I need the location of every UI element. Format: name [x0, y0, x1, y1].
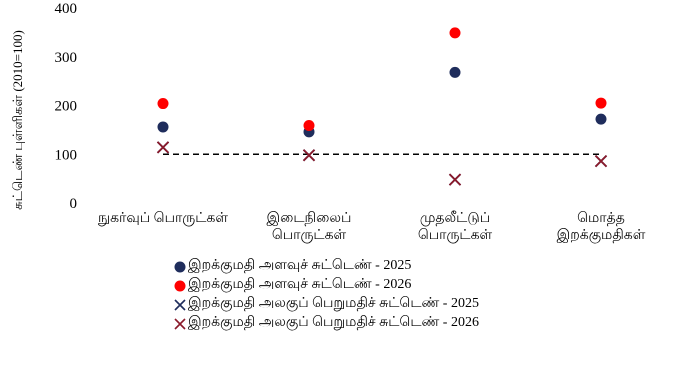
data-point-circle	[157, 121, 169, 133]
legend-label: இறக்குமதி அளவுச் சுட்டெண் - 2025	[188, 258, 412, 273]
legend-label: இறக்குமதி அலகுப் பெறுமதிச் சுட்டெண் - 20…	[188, 296, 479, 311]
legend-item: இறக்குமதி அலகுப் பெறுமதிச் சுட்டெண் - 20…	[173, 294, 479, 313]
x-tick-label: பொருட்கள்	[418, 228, 493, 243]
x-tick-label: மொத்த	[577, 211, 625, 226]
legend-item: இறக்குமதி அளவுச் சுட்டெண் - 2025	[173, 256, 479, 275]
data-point-x	[594, 154, 608, 168]
data-point-x	[448, 173, 462, 186]
y-tick-label: 0	[70, 196, 78, 212]
data-point-x	[302, 149, 316, 162]
chart-legend: இறக்குமதி அளவுச் சுட்டெண் - 2025 இறக்கும…	[173, 256, 479, 332]
y-tick-label: 200	[55, 99, 78, 115]
legend-marker-x-navy	[173, 297, 187, 311]
legend-marker-circle-navy	[173, 259, 187, 273]
data-point-circle	[595, 97, 607, 109]
legend-item: இறக்குமதி அளவுச் சுட்டெண் - 2026	[173, 275, 479, 294]
data-point-circle	[157, 98, 169, 110]
data-point-circle	[449, 66, 461, 78]
data-point-x	[156, 141, 170, 154]
data-point-circle	[449, 27, 461, 39]
x-tick-label: முதலீட்டுப்	[420, 211, 490, 226]
y-tick-label: 400	[55, 1, 78, 17]
y-tick-label: 300	[55, 50, 78, 66]
legend-label: இறக்குமதி அளவுச் சுட்டெண் - 2026	[188, 277, 412, 292]
legend-marker-circle-red	[173, 278, 187, 292]
scatter-chart: 0 100 200 300 400 சுட்டெண் புள்ளிகள் (2010=10…	[10, 1, 646, 244]
data-point-circle	[595, 113, 607, 125]
data-point-circle	[303, 119, 315, 131]
x-tick-label: பொருட்கள்	[272, 228, 347, 243]
legend-marker-x-darkred	[173, 316, 187, 330]
legend-item: இறக்குமதி அலகுப் பெறுமதிச் சுட்டெண் - 20…	[173, 313, 479, 332]
y-tick-label: 100	[55, 147, 78, 163]
legend-label: இறக்குமதி அலகுப் பெறுமதிச் சுட்டெண் - 20…	[188, 315, 479, 330]
y-axis-label: சுட்டெண் புள்ளிகள் (2010=100)	[10, 30, 25, 210]
x-tick-label: நுகர்வுப் பொருட்கள்	[98, 211, 228, 226]
x-tick-label: இறக்குமதிகள்	[557, 228, 646, 244]
x-tick-label: இடைநிலைப்	[267, 211, 352, 226]
